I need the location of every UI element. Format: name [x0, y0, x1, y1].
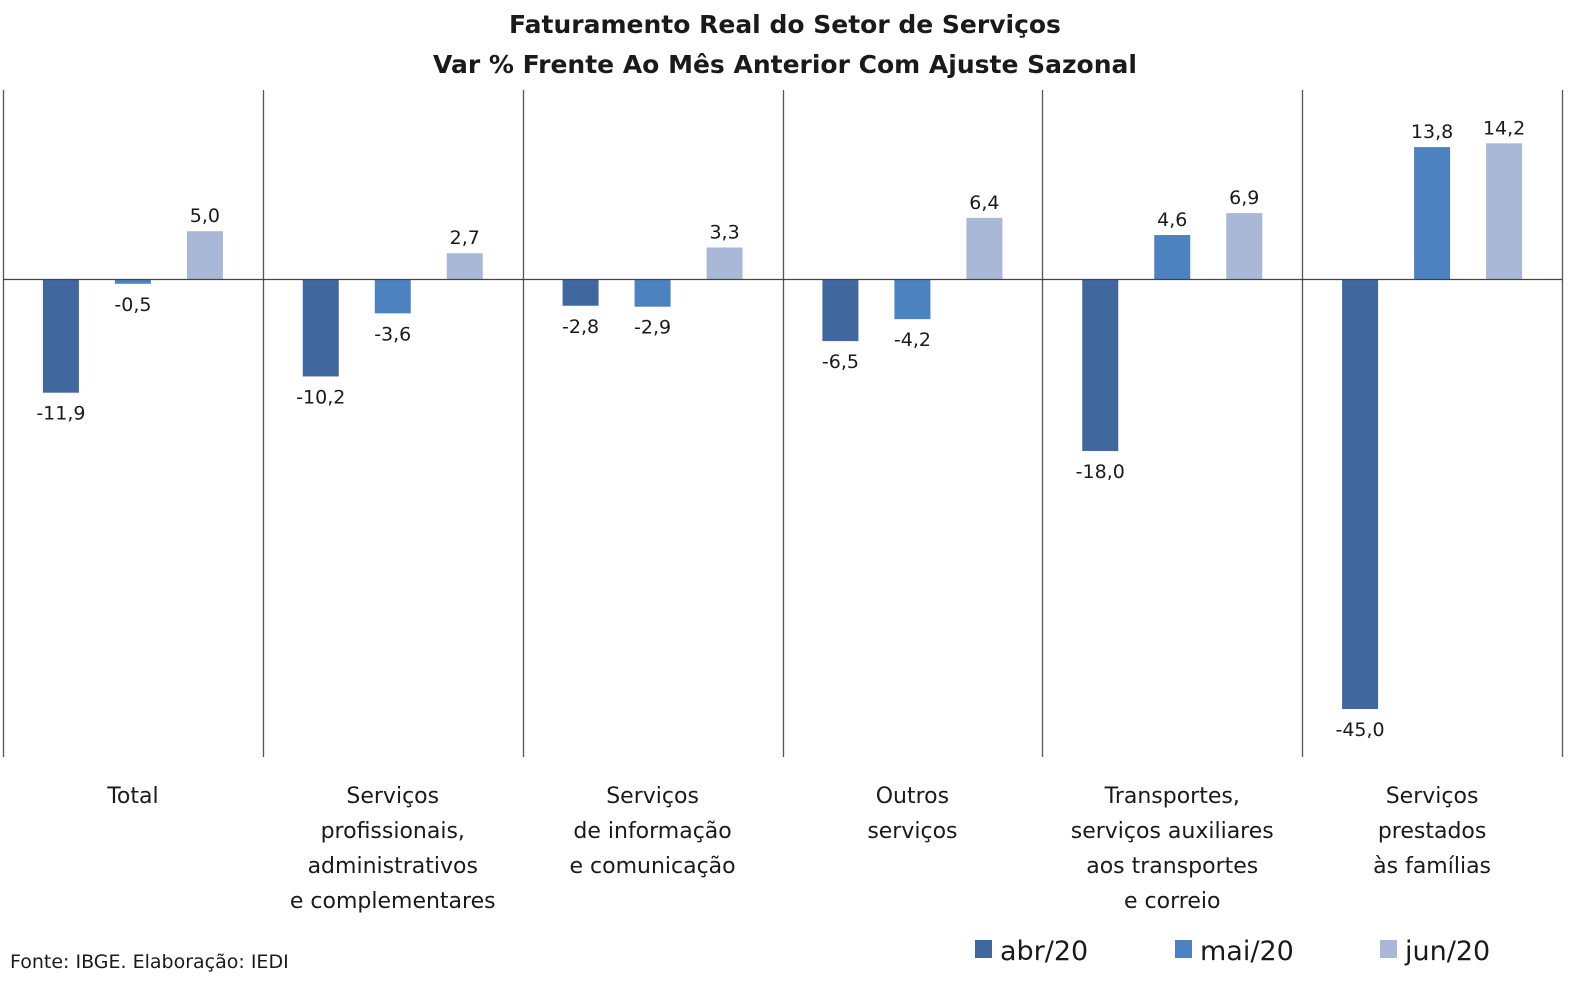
data-label: 3,3 — [709, 221, 739, 243]
bar — [966, 217, 1003, 279]
legend-label: abr/20 — [1000, 936, 1088, 967]
data-label: 14,2 — [1483, 117, 1525, 139]
data-label: 6,9 — [1229, 187, 1259, 209]
category-label: Serviços prestados às famílias — [1373, 784, 1491, 879]
category-label: Serviços de informação e comunicação — [570, 784, 736, 879]
bar — [1486, 143, 1523, 279]
data-label: 13,8 — [1411, 121, 1453, 143]
bar — [1342, 279, 1379, 709]
data-label: -3,6 — [374, 323, 411, 345]
data-label: 2,7 — [450, 227, 480, 249]
bar — [562, 279, 599, 306]
category-label-line: profissionais, — [321, 819, 465, 844]
category-label-line: Serviços — [1386, 784, 1479, 809]
category-label-line: administrativos — [308, 854, 478, 879]
data-label: -6,5 — [822, 351, 859, 373]
category-label-line: Transportes, — [1104, 784, 1240, 809]
category-label-line: e correio — [1124, 889, 1220, 914]
category-label-line: aos transportes — [1086, 854, 1258, 879]
category-label-line: prestados — [1378, 819, 1487, 844]
legend-label: mai/20 — [1200, 936, 1294, 967]
bar — [822, 279, 859, 342]
category-label-line: às famílias — [1373, 854, 1491, 879]
legend: abr/20 mai/20 jun/20 — [975, 936, 1490, 967]
category-label: Outros serviços — [867, 784, 957, 844]
legend-swatch — [1175, 940, 1192, 958]
data-label: -10,2 — [296, 386, 345, 408]
category-label: Transportes, serviços auxiliares aos trans… — [1071, 784, 1274, 914]
data-label: 4,6 — [1157, 209, 1187, 231]
category-label: Serviços profissionais, administrativos e c… — [290, 784, 496, 914]
bar — [1082, 279, 1119, 451]
category-label: Total — [106, 784, 158, 809]
bar — [1154, 235, 1191, 279]
bar — [114, 279, 151, 284]
category-label-line: Serviços — [346, 784, 439, 809]
source-note: Fonte: IBGE. Elaboração: IEDI — [10, 951, 289, 973]
data-label: -2,9 — [634, 317, 671, 339]
bar — [894, 279, 931, 320]
data-label: -11,9 — [36, 403, 85, 425]
legend-swatch — [975, 940, 992, 958]
chart-title: Faturamento Real do Setor de Serviços — [509, 10, 1061, 39]
data-label: -18,0 — [1076, 461, 1125, 483]
category-label-line: serviços auxiliares — [1071, 819, 1274, 844]
data-label: 6,4 — [969, 192, 999, 214]
bar — [634, 279, 671, 307]
bar — [42, 279, 79, 393]
bar — [706, 247, 743, 279]
data-label: -4,2 — [894, 329, 931, 351]
bar — [374, 279, 411, 314]
data-label: -0,5 — [114, 294, 151, 316]
data-label: -45,0 — [1335, 719, 1384, 741]
category-label-line: Outros — [876, 784, 949, 809]
category-label-line: e comunicação — [570, 854, 736, 879]
bar — [1226, 213, 1263, 279]
legend-label: jun/20 — [1404, 936, 1490, 967]
bar — [446, 253, 483, 279]
data-label: 5,0 — [190, 205, 220, 227]
plot-area: -11,9 -0,5 5,0 Total -10,2 -3,6 2,7 Serviços pro… — [2, 90, 1564, 914]
chart-subtitle: Var % Frente Ao Mês Anterior Com Ajuste … — [433, 50, 1137, 79]
bar — [1414, 147, 1451, 279]
category-label-line: Total — [106, 784, 158, 809]
category-label-line: de informação — [573, 819, 731, 844]
legend-swatch — [1380, 940, 1397, 958]
bar — [302, 279, 339, 377]
category-label-line: Serviços — [606, 784, 699, 809]
bar — [186, 231, 223, 279]
data-label: -2,8 — [562, 316, 599, 338]
category-label-line: serviços — [867, 819, 957, 844]
category-label-line: e complementares — [290, 889, 496, 914]
